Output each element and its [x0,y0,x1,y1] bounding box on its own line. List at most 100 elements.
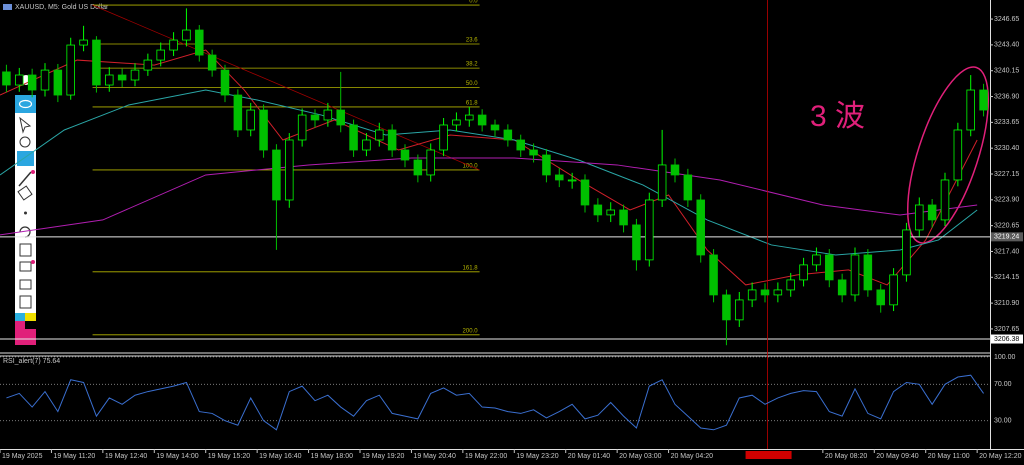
tool-pen-dot [31,170,35,174]
candle-body [273,150,281,200]
candle-body [260,110,268,150]
candle-body [787,280,795,290]
candle-body [928,205,936,220]
x-tick-label: 19 May 20:40 [413,453,456,460]
candle-body [28,75,36,90]
candle-body [208,55,216,70]
candle-body [157,50,165,60]
candle-body [105,75,113,85]
candle-body [350,125,358,150]
candle-body [748,290,756,300]
candle-body [645,200,653,260]
price-label: 3206.38 [994,336,1019,343]
candle-body [414,160,422,175]
x-tick-label: 20 May 04:20 [671,453,714,460]
candle-body [144,60,152,70]
candle-body [375,130,383,140]
candle-body [774,290,782,295]
x-tick-label: 19 May 12:40 [105,453,148,460]
x-tick-label: 19 May 2025 [2,453,43,460]
color-black[interactable] [25,321,36,329]
x-tick-label: 20 May 09:40 [876,453,919,460]
price-label: 3219.24 [994,234,1019,241]
candle-body [170,40,178,50]
x-tick-label: 19 May 15:20 [208,453,251,460]
candle-body [401,150,409,160]
candle-body [3,72,11,85]
candle-body [324,110,332,120]
x-tick-label: 19 May 18:00 [311,453,354,460]
time-marker-box [746,451,792,459]
candle-body [80,40,88,45]
trading-chart: XAUUSD, M5: Gold US Dollar RSI_alert(7) … [0,0,1024,465]
y-tick-label: 3240.15 [994,68,1019,75]
background [0,0,1024,465]
y-tick-label: 3217.40 [994,248,1019,255]
candle-body [954,130,962,180]
candle-body [903,230,911,275]
candle-body [41,70,49,90]
candle-body [877,290,885,305]
fib-label: 0.0 [469,0,478,5]
candle-body [453,120,461,125]
tool-dot[interactable] [24,212,27,215]
x-tick-label: 19 May 22:00 [465,453,508,460]
candle-body [67,45,75,95]
candle-body [697,200,705,255]
y-tick-label: 3214.15 [994,274,1019,281]
rsi-tick-label: 70.00 [994,381,1012,388]
candle-body [234,95,242,130]
annotation: 3 波 [810,100,865,133]
color-magenta-2[interactable] [25,329,36,345]
fib-label: 38.2 [466,62,478,68]
candle-body [813,255,821,265]
candle-body [311,115,319,120]
rsi-title: RSI_alert(7) 75.64 [3,358,60,365]
candle-body [710,255,718,295]
x-tick-label: 19 May 23:20 [516,453,559,460]
candle-body [530,150,538,155]
candle-body [800,265,808,280]
candle-body [491,125,499,130]
x-tick-label: 20 May 08:20 [825,453,868,460]
candle-body [581,180,589,205]
y-tick-label: 3233.65 [994,119,1019,126]
candle-body [967,90,975,130]
color-cyan[interactable] [15,313,25,321]
color-magenta[interactable] [15,321,25,345]
y-tick-label: 3210.90 [994,300,1019,307]
candle-body [735,300,743,320]
candle-body [915,205,923,230]
candle-body [118,75,126,80]
x-tick-label: 19 May 11:20 [53,453,95,460]
candle-body [633,225,641,260]
candle-body [131,70,139,80]
x-tick-label: 20 May 12:20 [979,453,1022,460]
candle-body [607,210,615,215]
x-tick-label: 20 May 01:40 [568,453,611,460]
candle-body [247,110,255,130]
candle-body [93,40,101,85]
x-tick-label: 19 May 14:00 [156,453,199,460]
candle-body [761,290,769,295]
candle-body [285,140,293,200]
candle-body [825,255,833,280]
candle-body [195,30,203,55]
page: XAUUSD, M5: Gold US Dollar RSI_alert(7) … [0,0,1024,465]
candle-body [890,275,898,305]
candle-body [440,125,448,150]
candle-body [388,130,396,150]
candle-body [465,115,473,120]
rsi-tick-label: 30.00 [994,418,1012,425]
candle-body [517,140,525,150]
color-yellow[interactable] [25,313,36,321]
candle-body [221,70,229,95]
candle-body [298,115,306,140]
candle-body [838,280,846,295]
y-tick-label: 3227.15 [994,171,1019,178]
y-tick-label: 3220.65 [994,222,1019,229]
candle-body [941,180,949,220]
candle-body [851,255,859,295]
x-tick-label: 19 May 19:20 [362,453,405,460]
tool-eye[interactable] [15,95,36,113]
